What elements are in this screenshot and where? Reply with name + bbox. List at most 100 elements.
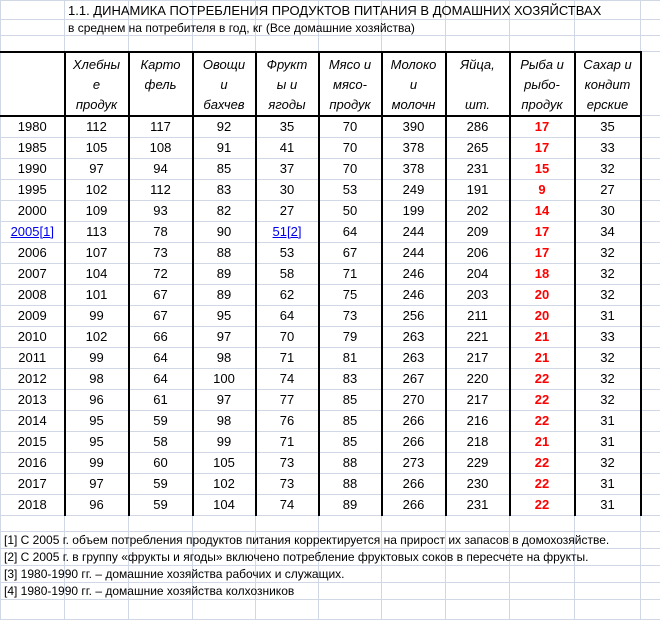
- value-cell[interactable]: 50: [319, 200, 382, 221]
- value-cell[interactable]: 75: [319, 284, 382, 305]
- value-cell[interactable]: 67: [129, 305, 193, 326]
- cell[interactable]: [575, 20, 641, 36]
- value-cell[interactable]: 390: [382, 116, 446, 138]
- value-cell[interactable]: 70: [256, 326, 319, 347]
- value-cell[interactable]: 73: [129, 242, 193, 263]
- cell[interactable]: [129, 36, 193, 52]
- cell[interactable]: [1, 20, 65, 36]
- footnote[interactable]: [3] 1980-1990 гг. – домашние хозяйства р…: [1, 565, 65, 582]
- value-cell[interactable]: 96: [65, 389, 129, 410]
- value-cell[interactable]: 79: [319, 326, 382, 347]
- value-cell[interactable]: 89: [193, 263, 256, 284]
- value-cell[interactable]: 77: [256, 389, 319, 410]
- cell[interactable]: [193, 515, 256, 531]
- value-cell[interactable]: 202: [446, 200, 510, 221]
- column-header[interactable]: Рыба и рыбо- продук: [510, 52, 575, 116]
- value-cell[interactable]: 22: [510, 473, 575, 494]
- footnote[interactable]: [4] 1980-1990 гг. – домашние хозяйства к…: [1, 582, 65, 599]
- value-cell[interactable]: 21: [510, 431, 575, 452]
- value-cell[interactable]: 34: [575, 221, 641, 242]
- year-cell[interactable]: 1995: [1, 179, 65, 200]
- cell[interactable]: [510, 36, 575, 52]
- value-cell[interactable]: 100: [193, 368, 256, 389]
- value-cell[interactable]: 378: [382, 137, 446, 158]
- value-cell[interactable]: 70: [319, 158, 382, 179]
- cell[interactable]: [641, 494, 660, 515]
- year-cell[interactable]: 2000: [1, 200, 65, 221]
- cell[interactable]: [65, 36, 129, 52]
- value-cell[interactable]: 31: [575, 494, 641, 515]
- value-cell[interactable]: 41: [256, 137, 319, 158]
- value-cell[interactable]: 27: [256, 200, 319, 221]
- value-cell[interactable]: 18: [510, 263, 575, 284]
- value-cell[interactable]: 59: [129, 473, 193, 494]
- value-cell[interactable]: 58: [129, 431, 193, 452]
- value-cell[interactable]: 73: [256, 473, 319, 494]
- header-corner[interactable]: [1, 52, 65, 116]
- cell[interactable]: [575, 582, 641, 599]
- value-cell[interactable]: 22: [510, 410, 575, 431]
- value-cell[interactable]: 107: [65, 242, 129, 263]
- cell[interactable]: [193, 599, 256, 619]
- column-header[interactable]: Сахар и кондит ерские: [575, 52, 641, 116]
- cell[interactable]: [641, 158, 660, 179]
- value-cell[interactable]: 32: [575, 284, 641, 305]
- year-cell[interactable]: 2017: [1, 473, 65, 494]
- value-cell[interactable]: 78: [129, 221, 193, 242]
- value-cell[interactable]: 15: [510, 158, 575, 179]
- value-cell[interactable]: 105: [65, 137, 129, 158]
- value-cell[interactable]: 266: [382, 494, 446, 515]
- year-cell[interactable]: 2009: [1, 305, 65, 326]
- footnote[interactable]: [1] С 2005 г. объем потребления продукто…: [1, 531, 65, 548]
- cell[interactable]: [510, 582, 575, 599]
- value-cell[interactable]: 266: [382, 410, 446, 431]
- value-cell[interactable]: 59: [129, 410, 193, 431]
- value-cell[interactable]: 108: [129, 137, 193, 158]
- value-cell[interactable]: 33: [575, 326, 641, 347]
- year-cell[interactable]: 2011: [1, 347, 65, 368]
- value-cell[interactable]: 117: [129, 116, 193, 138]
- cell[interactable]: [256, 599, 319, 619]
- column-header[interactable]: Мясо и мясо- продук: [319, 52, 382, 116]
- value-cell[interactable]: 231: [446, 494, 510, 515]
- value-cell[interactable]: 95: [65, 410, 129, 431]
- value-cell[interactable]: 244: [382, 221, 446, 242]
- cell[interactable]: [65, 515, 129, 531]
- value-cell[interactable]: 265: [446, 137, 510, 158]
- footnote[interactable]: [2] С 2005 г. в группу «фрукты и ягоды» …: [1, 548, 65, 565]
- cell[interactable]: [575, 565, 641, 582]
- value-cell[interactable]: 22: [510, 494, 575, 515]
- year-cell[interactable]: 2012: [1, 368, 65, 389]
- value-cell[interactable]: 112: [65, 116, 129, 138]
- column-header[interactable]: Фрукт ы и ягоды: [256, 52, 319, 116]
- cell[interactable]: [641, 452, 660, 473]
- value-cell[interactable]: 35: [575, 116, 641, 138]
- value-cell[interactable]: 266: [382, 473, 446, 494]
- value-cell[interactable]: 64: [129, 368, 193, 389]
- column-header[interactable]: Хлебны е продук: [65, 52, 129, 116]
- value-cell[interactable]: 97: [65, 158, 129, 179]
- cell[interactable]: [382, 565, 446, 582]
- value-cell[interactable]: 61: [129, 389, 193, 410]
- cell[interactable]: [319, 599, 382, 619]
- cell[interactable]: [641, 221, 660, 242]
- value-cell[interactable]: 109: [65, 200, 129, 221]
- value-cell[interactable]: 99: [193, 431, 256, 452]
- cell[interactable]: [382, 36, 446, 52]
- value-cell[interactable]: 102: [65, 179, 129, 200]
- value-cell[interactable]: 32: [575, 263, 641, 284]
- column-header[interactable]: Яйца, шт.: [446, 52, 510, 116]
- cell[interactable]: [510, 515, 575, 531]
- value-cell[interactable]: 32: [575, 347, 641, 368]
- value-cell[interactable]: 99: [65, 305, 129, 326]
- value-cell[interactable]: 21: [510, 326, 575, 347]
- year-cell[interactable]: 2014: [1, 410, 65, 431]
- value-cell[interactable]: 97: [193, 326, 256, 347]
- cell[interactable]: [641, 347, 660, 368]
- value-cell[interactable]: 273: [382, 452, 446, 473]
- value-cell[interactable]: 21: [510, 347, 575, 368]
- year-cell[interactable]: 2018: [1, 494, 65, 515]
- value-cell[interactable]: 216: [446, 410, 510, 431]
- value-cell[interactable]: 249: [382, 179, 446, 200]
- cell[interactable]: [641, 389, 660, 410]
